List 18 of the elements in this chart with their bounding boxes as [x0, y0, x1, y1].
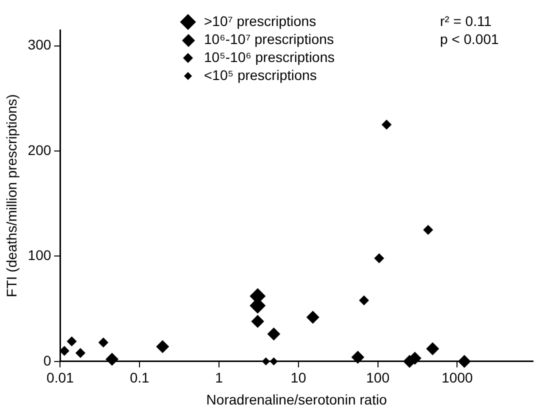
y-tick-label: 100	[28, 247, 52, 264]
y-tick-label: 300	[28, 36, 52, 53]
x-tick-label: 100	[366, 370, 390, 386]
x-tick-label: 1	[215, 370, 224, 386]
legend-label: <10⁵ prescriptions	[204, 66, 317, 84]
legend-label: 10⁵-10⁶ prescriptions	[204, 48, 335, 66]
x-tick-label: 0.1	[130, 370, 150, 386]
x-tick-label: 10	[290, 370, 306, 386]
legend-label: >10⁷ prescriptions	[204, 12, 316, 30]
x-axis-title: Noradrenaline/serotonin ratio	[206, 391, 388, 408]
y-axis-title: FTI (deaths/million prescriptions)	[3, 94, 20, 298]
x-tick-label: 0.01	[46, 370, 74, 386]
text: r² = 0.11	[440, 12, 492, 30]
x-tick-label: 1000	[442, 370, 473, 386]
y-tick-label: 200	[28, 142, 52, 158]
legend-label: 10⁶-10⁷ prescriptions	[204, 30, 334, 48]
y-tick-label: 0	[43, 352, 52, 368]
annotation: p < 0.001	[440, 30, 499, 48]
